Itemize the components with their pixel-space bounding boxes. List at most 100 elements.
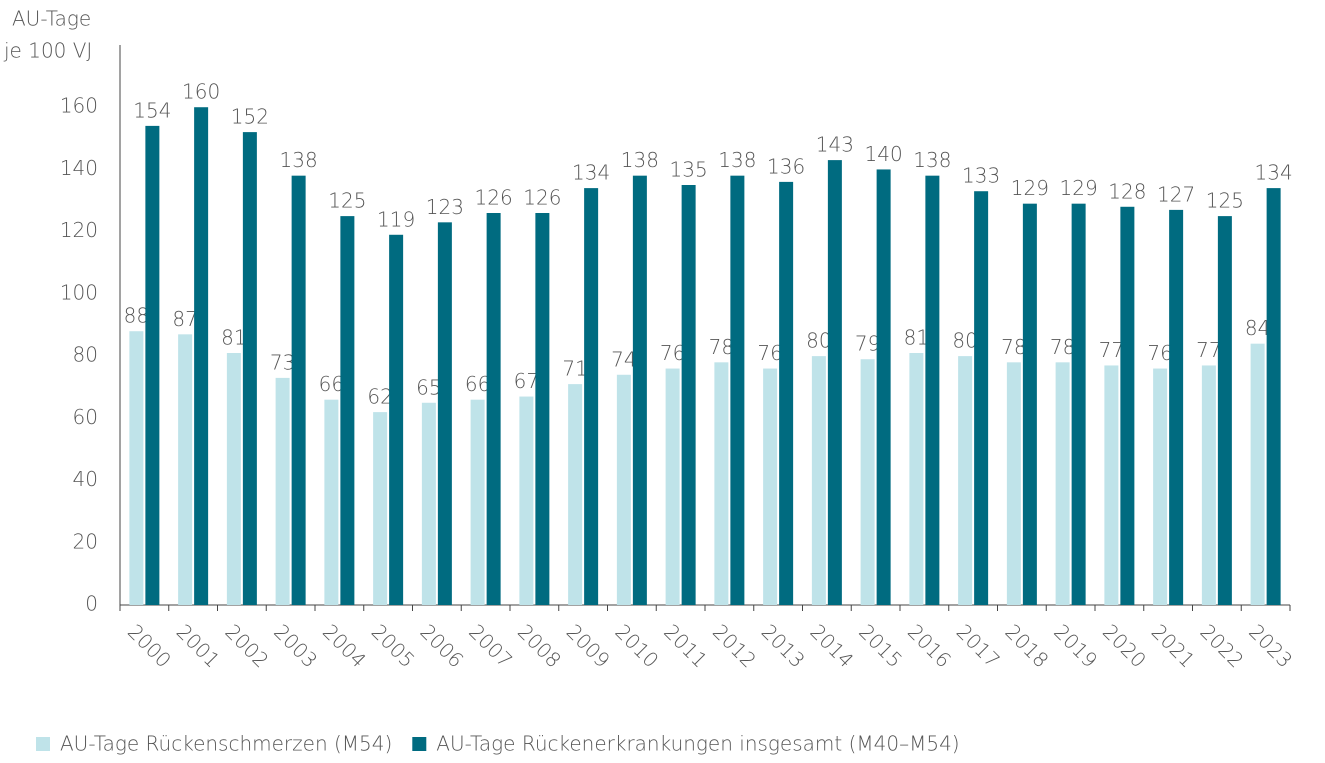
data-label: 152 — [231, 105, 269, 129]
x-tick-label: 2014 — [805, 619, 858, 672]
y-tick-label: 0 — [85, 592, 98, 616]
y-tick-label: 160 — [60, 94, 98, 118]
data-label: 66 — [319, 372, 344, 396]
data-label: 134 — [572, 161, 610, 185]
bar — [681, 185, 696, 605]
data-label: 80 — [806, 329, 831, 353]
x-tick-label: 2012 — [708, 619, 761, 672]
bar — [486, 213, 501, 605]
y-tick-label: 120 — [60, 218, 98, 242]
data-label: 123 — [426, 195, 464, 219]
bar — [974, 191, 989, 605]
data-label: 135 — [670, 158, 708, 182]
bar — [568, 384, 583, 605]
bar — [194, 107, 209, 605]
data-label: 128 — [1108, 179, 1146, 203]
bar — [1169, 209, 1184, 605]
x-tick-label: 2016 — [903, 619, 956, 672]
bar — [1120, 206, 1135, 605]
data-label: 129 — [1011, 176, 1049, 200]
bar — [811, 356, 826, 605]
data-label: 143 — [816, 133, 854, 157]
x-tick-label: 2021 — [1147, 619, 1200, 672]
bar — [1250, 343, 1265, 605]
x-tick-label: 2013 — [757, 619, 810, 672]
bar — [763, 368, 778, 605]
bar — [340, 216, 355, 605]
data-label: 140 — [865, 142, 903, 166]
data-label: 134 — [1255, 161, 1293, 185]
bar — [827, 160, 842, 605]
legend-swatch — [412, 737, 427, 751]
data-label: 65 — [416, 375, 441, 399]
bar — [1055, 362, 1070, 605]
data-label: 79 — [855, 332, 880, 356]
bar — [470, 399, 485, 605]
data-label: 74 — [611, 347, 636, 371]
bar — [925, 175, 940, 605]
data-label: 88 — [124, 304, 149, 328]
data-label: 84 — [1245, 316, 1270, 340]
bar — [389, 234, 404, 605]
bar — [145, 125, 160, 605]
x-tick-label: 2015 — [854, 619, 907, 672]
x-tick-label: 2006 — [415, 619, 468, 672]
y-tick-label: 60 — [73, 405, 98, 429]
x-tick-label: 2004 — [318, 619, 371, 672]
data-label: 125 — [328, 189, 366, 213]
bar — [129, 331, 144, 605]
x-tick-label: 2003 — [269, 619, 322, 672]
data-label: 77 — [1196, 338, 1221, 362]
x-tick-label: 2010 — [610, 619, 663, 672]
data-label: 126 — [523, 186, 561, 210]
y-tick-label: 100 — [60, 280, 98, 304]
data-label: 154 — [133, 98, 171, 122]
x-tick-label: 2002 — [220, 619, 273, 672]
data-label: 87 — [172, 307, 197, 331]
data-label: 78 — [1001, 335, 1026, 359]
data-label: 73 — [270, 350, 295, 374]
legend-label: AU-Tage Rückenerkrankungen insgesamt (M4… — [436, 732, 959, 756]
data-label: 62 — [367, 385, 392, 409]
data-label: 127 — [1157, 182, 1195, 206]
x-tick-label: 2000 — [123, 619, 176, 672]
bar — [958, 356, 973, 605]
x-tick-label: 2022 — [1195, 619, 1248, 672]
data-label: 76 — [757, 341, 782, 365]
x-tick-label: 2005 — [367, 619, 420, 672]
data-label: 160 — [182, 80, 220, 104]
bar — [779, 181, 794, 605]
x-tick-label: 2011 — [659, 619, 712, 672]
data-label: 125 — [1206, 189, 1244, 213]
x-tick-label: 2001 — [172, 619, 225, 672]
bar — [1217, 216, 1232, 605]
bar — [291, 175, 306, 605]
data-label: 66 — [465, 372, 490, 396]
bar — [876, 169, 891, 605]
data-label: 77 — [1099, 338, 1124, 362]
y-tick-label: 20 — [73, 529, 98, 553]
data-label: 129 — [1060, 176, 1098, 200]
bar — [1022, 203, 1037, 605]
bar — [437, 222, 452, 606]
x-tick-label: 2020 — [1098, 619, 1151, 672]
bar — [714, 362, 729, 605]
data-label: 67 — [514, 369, 539, 393]
bar — [1201, 365, 1216, 605]
bar — [632, 175, 647, 605]
data-label: 78 — [709, 335, 734, 359]
bar — [535, 213, 550, 605]
y-tick-label: 80 — [73, 343, 98, 367]
data-label: 76 — [1147, 341, 1172, 365]
bar — [1153, 368, 1168, 605]
x-tick-label: 2018 — [1000, 619, 1053, 672]
bar — [730, 175, 745, 605]
data-label: 119 — [377, 207, 415, 231]
bar — [178, 334, 193, 605]
data-label: 76 — [660, 341, 685, 365]
bar — [1006, 362, 1021, 605]
x-tick-label: 2008 — [513, 619, 566, 672]
legend-label: AU-Tage Rückenschmerzen (M54) — [60, 732, 392, 756]
bar — [1071, 203, 1086, 605]
x-tick-label: 2023 — [1244, 619, 1297, 672]
